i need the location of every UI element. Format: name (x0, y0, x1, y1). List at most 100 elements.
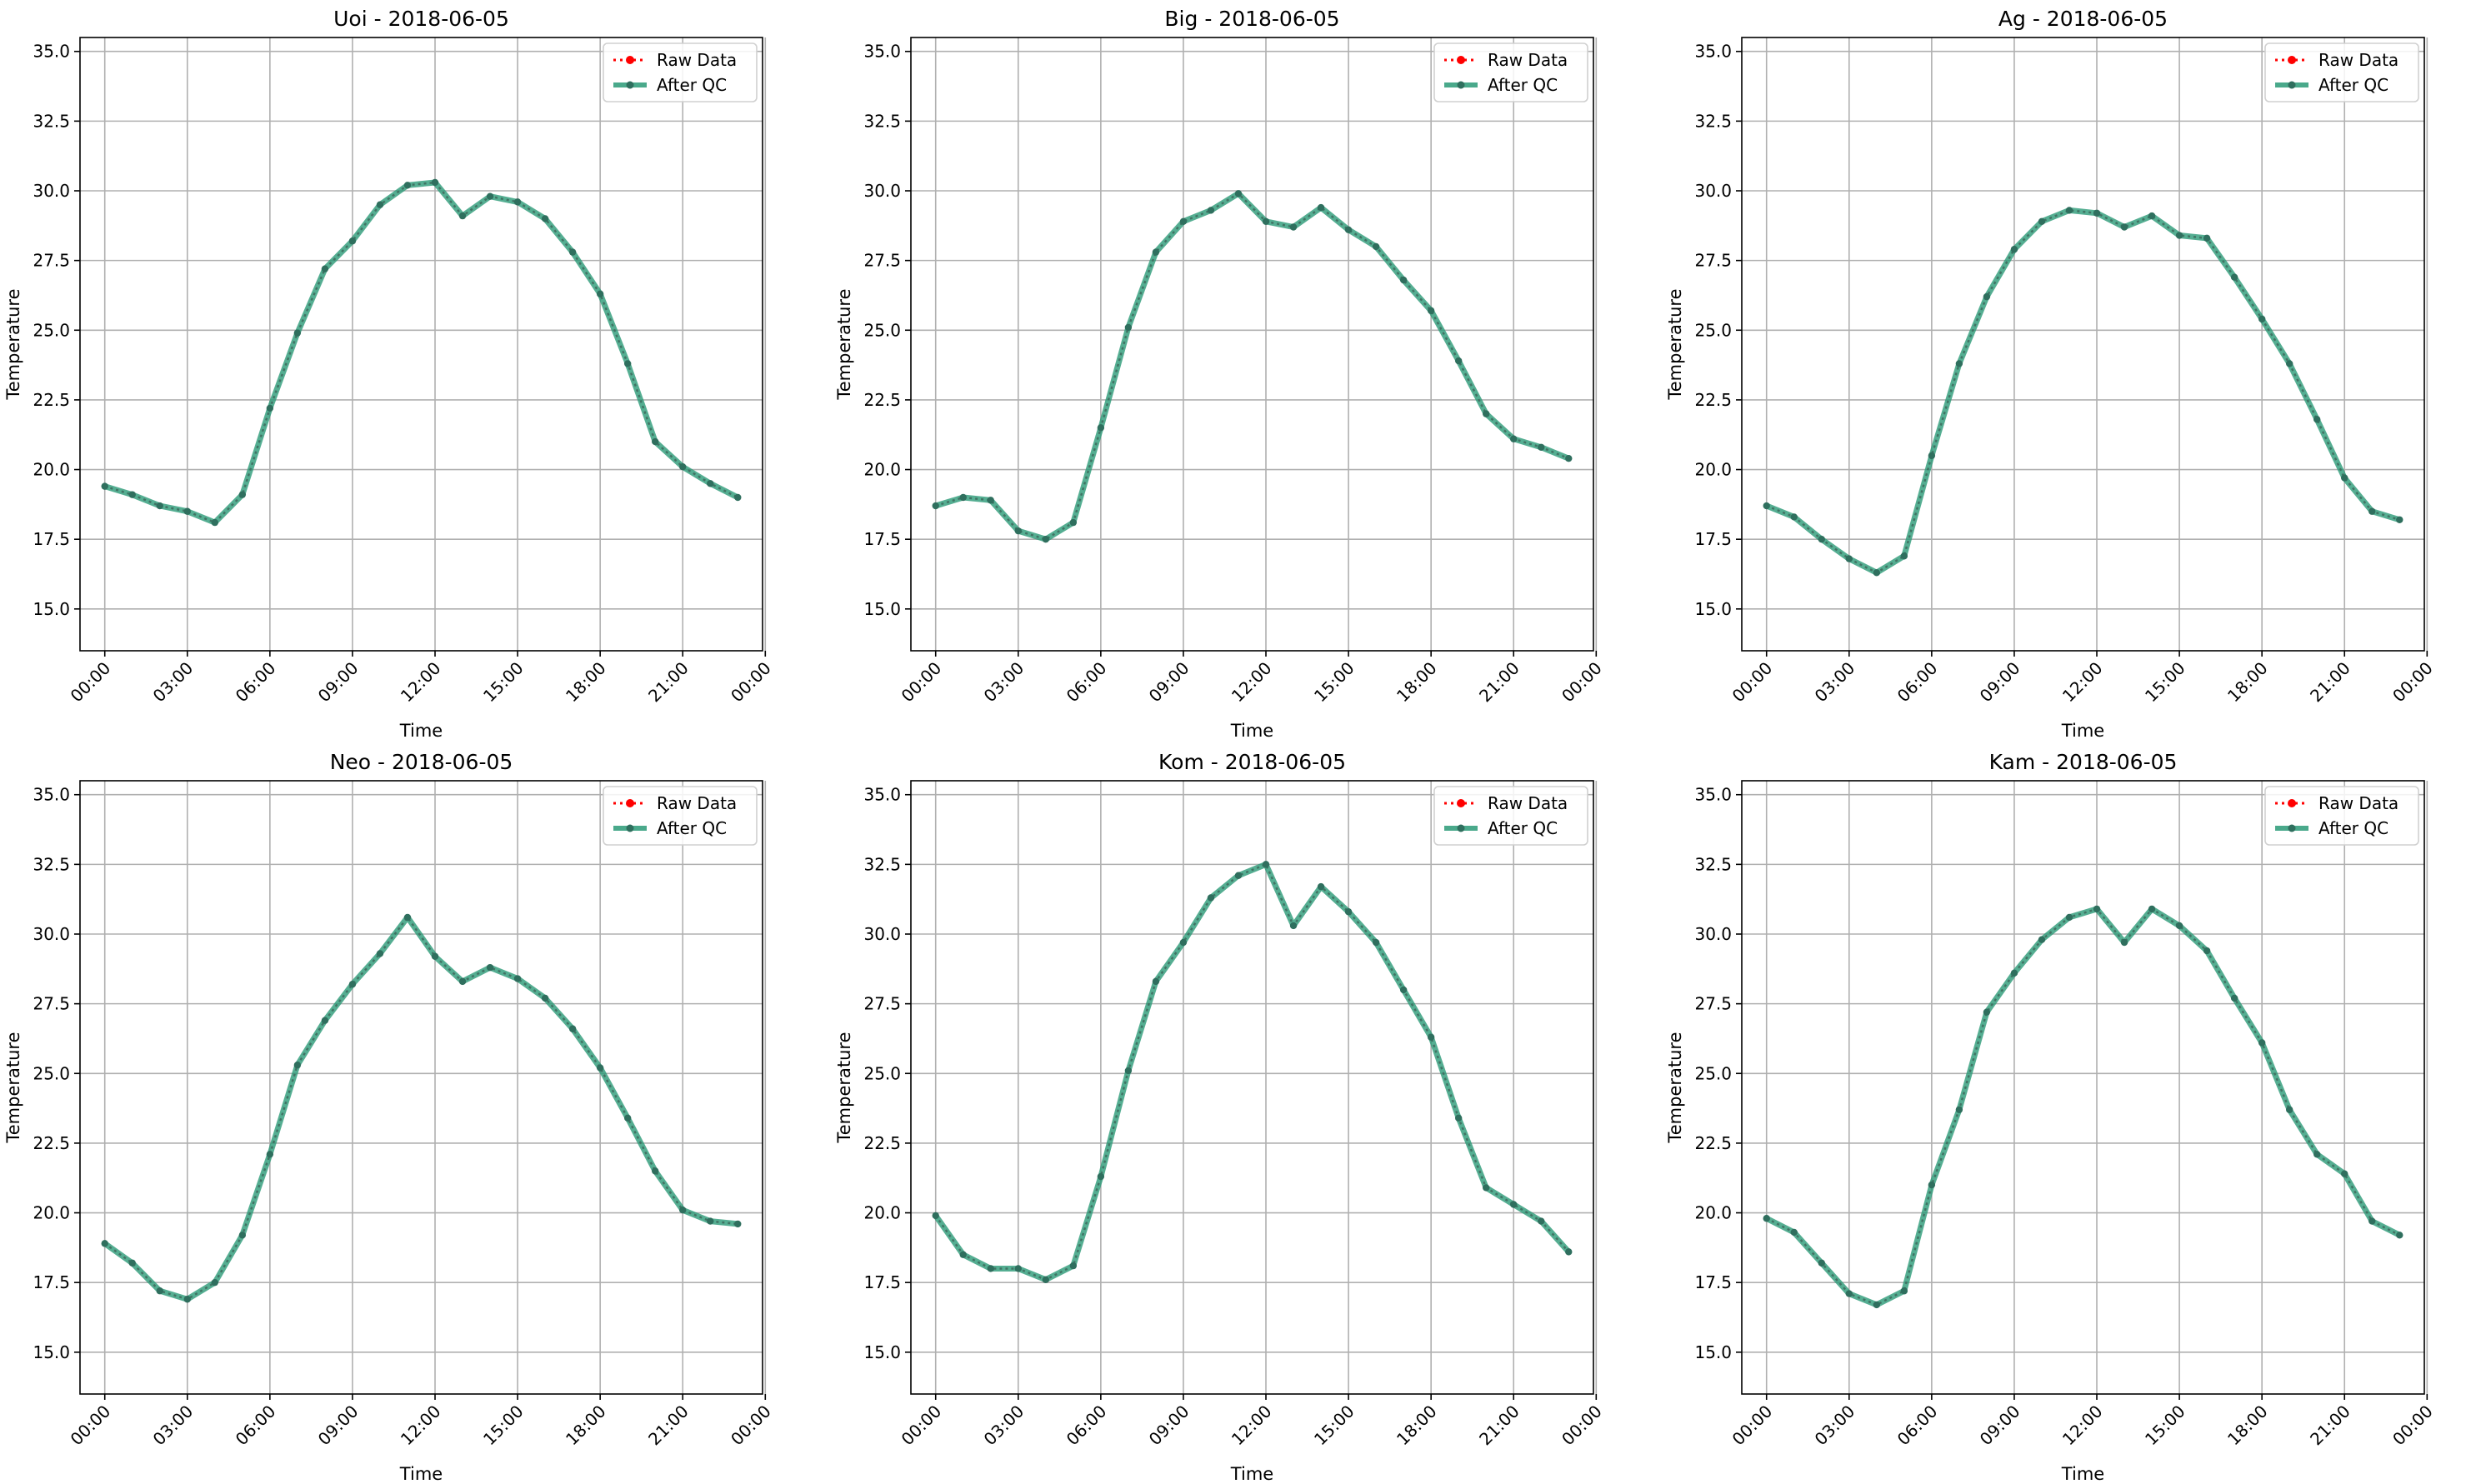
x-tick-label: 06:00 (1893, 1402, 1942, 1450)
y-tick-label: 25.0 (863, 320, 901, 340)
subplot-title: Uoi - 2018-06-05 (333, 7, 509, 31)
x-tick-label: 06:00 (1063, 658, 1111, 707)
y-tick-label: 30.0 (1694, 924, 1732, 944)
y-axis-label: Temperature (1665, 1032, 1685, 1143)
legend-raw-marker (2288, 56, 2296, 64)
x-tick-label: 00:00 (2388, 1402, 2437, 1450)
after-qc-point (1152, 977, 1160, 986)
after-qc-point (1483, 1184, 1490, 1192)
subplot-2: 15.0 17.5 20.0 22.5 25.0 27.5 30.0 32.5 35.0 00:0… (834, 7, 1606, 741)
after-qc-point (321, 265, 329, 272)
y-tick-label: 32.5 (1694, 854, 1732, 874)
after-qc-point (293, 329, 302, 337)
y-tick-label: 32.5 (33, 111, 70, 131)
x-tick-label: 12:00 (2058, 1402, 2107, 1450)
after-qc-point (1538, 443, 1545, 451)
legend-raw-marker (1457, 799, 1465, 807)
y-tick-label: 32.5 (1694, 111, 1732, 131)
after-qc-point (211, 518, 219, 527)
after-qc-point (266, 404, 274, 412)
after-qc-point (2368, 507, 2376, 515)
x-tick-label: 09:00 (314, 1402, 363, 1450)
y-tick-label: 35.0 (863, 785, 901, 805)
after-qc-point (1873, 569, 1881, 577)
legend-label-after-qc: After QC (1488, 818, 1558, 838)
x-tick-label: 21:00 (1475, 1402, 1523, 1450)
after-qc-point (2341, 474, 2348, 482)
after-qc-point (623, 360, 632, 367)
legend-label-after-qc: After QC (2318, 818, 2388, 838)
after-qc-point (431, 952, 439, 960)
after-qc-point (707, 1217, 714, 1225)
x-tick-label: 00:00 (67, 1402, 115, 1450)
legend-label-after-qc: After QC (657, 818, 727, 838)
after-qc-point (2065, 207, 2073, 214)
plot-area (1742, 781, 2424, 1394)
after-qc-point (156, 1287, 163, 1295)
after-qc-point (2010, 246, 2018, 253)
legend: Raw Data After QC (2264, 42, 2419, 102)
after-qc-point (1510, 1201, 1518, 1208)
after-qc-point (1097, 424, 1105, 432)
x-tick-label: 21:00 (2306, 658, 2354, 707)
after-qc-point (1399, 276, 1408, 284)
y-tick-label: 30.0 (863, 924, 901, 944)
plot-area (80, 781, 763, 1394)
x-tick-label: 09:00 (1145, 658, 1193, 707)
y-tick-label: 15.0 (1694, 599, 1732, 619)
legend-raw-marker (2288, 799, 2296, 807)
after-qc-point (1179, 938, 1188, 947)
after-qc-point (1262, 861, 1270, 868)
after-qc-point (1317, 203, 1325, 212)
legend-qc-marker (626, 81, 634, 89)
x-tick-label: 00:00 (898, 1402, 946, 1450)
after-qc-point (458, 977, 467, 986)
after-qc-point (1207, 207, 1215, 214)
x-tick-label: 21:00 (2306, 1402, 2354, 1450)
after-qc-point (1565, 1248, 1573, 1256)
after-qc-point (1538, 1217, 1545, 1225)
after-qc-point (2093, 209, 2101, 217)
after-qc-point (568, 1025, 577, 1032)
x-tick-label: 15:00 (479, 658, 528, 707)
after-qc-point (1790, 1228, 1798, 1237)
x-tick-label: 00:00 (2388, 658, 2437, 707)
after-qc-point (959, 1251, 967, 1258)
legend: Raw Data After QC (603, 42, 758, 102)
y-tick-label: 22.5 (33, 390, 70, 410)
after-qc-point (1042, 1276, 1050, 1284)
y-tick-label: 25.0 (1694, 1063, 1732, 1083)
after-qc-point (2313, 416, 2321, 423)
after-qc-point (238, 1232, 247, 1239)
after-qc-point (1372, 242, 1380, 251)
after-qc-point (101, 1240, 108, 1247)
after-qc-point (1955, 1106, 1963, 1113)
x-tick-label: 12:00 (1228, 658, 1276, 707)
after-qc-point (932, 1212, 939, 1220)
x-tick-label: 18:00 (2223, 658, 2272, 707)
x-tick-label: 00:00 (1558, 658, 1606, 707)
legend-qc-marker (1457, 824, 1465, 832)
after-qc-point (2093, 905, 2101, 913)
x-tick-label: 09:00 (1145, 1402, 1193, 1450)
after-qc-point (266, 1151, 274, 1158)
y-tick-label: 15.0 (33, 1342, 70, 1362)
legend-raw-marker (626, 56, 634, 64)
subplot-4: 15.0 17.5 20.0 22.5 25.0 27.5 30.0 32.5 35.0 00:0… (3, 750, 775, 1484)
after-qc-point (2396, 1232, 2403, 1239)
after-qc-point (652, 437, 659, 446)
series-raw-data-line (1766, 209, 2400, 574)
y-tick-label: 17.5 (863, 529, 901, 549)
legend-label-raw-data: Raw Data (657, 50, 737, 70)
after-qc-point (183, 507, 191, 515)
x-tick-label: 18:00 (1393, 658, 1441, 707)
after-qc-point (1955, 360, 1963, 367)
after-qc-point (1069, 1262, 1078, 1270)
x-tick-label: 18:00 (1393, 1402, 1441, 1450)
after-qc-point (568, 248, 577, 256)
y-tick-label: 27.5 (863, 994, 901, 1014)
after-qc-point (348, 981, 357, 988)
after-qc-point (1763, 502, 1770, 510)
legend-qc-marker (1457, 81, 1465, 89)
after-qc-point (987, 497, 994, 504)
